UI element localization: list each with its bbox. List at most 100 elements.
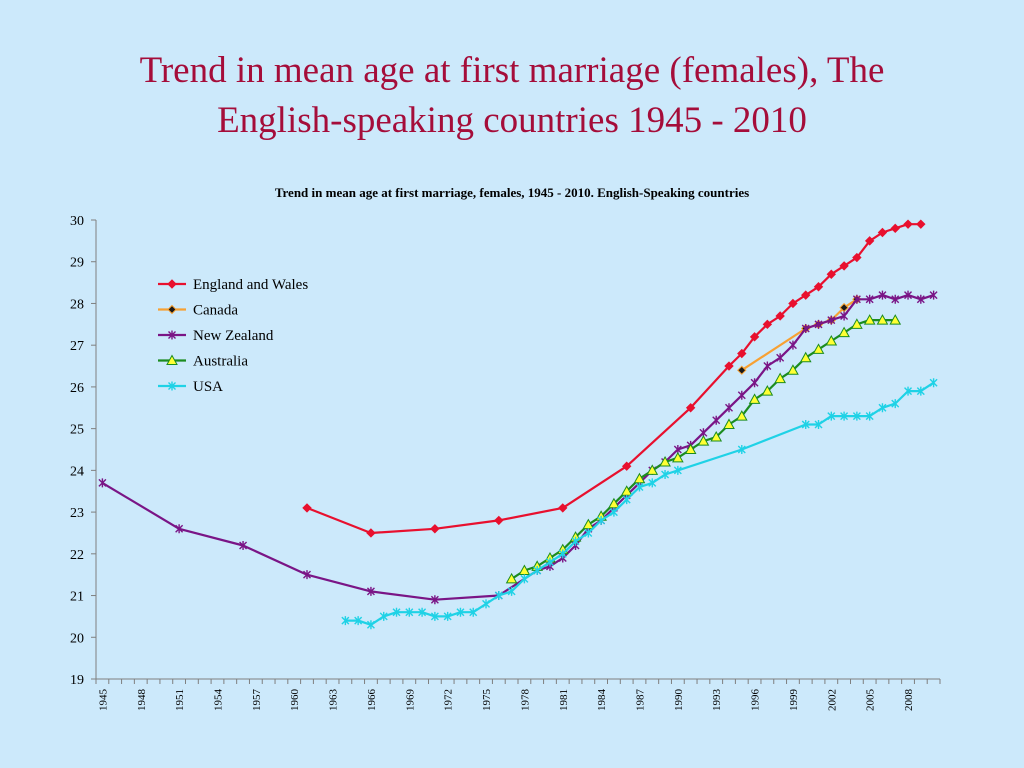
- y-tick-label: 24: [70, 464, 84, 479]
- data-point-new-zealand: [865, 294, 874, 304]
- x-tick-label: 1957: [251, 689, 263, 712]
- data-point-usa: [482, 599, 491, 609]
- data-point-england-and-wales: [302, 503, 312, 513]
- data-point-usa: [609, 507, 618, 517]
- chart-axes: 19 20 21 22 23 24 25 26 27 28 29 30 1945 1948 1951 1954…: [70, 214, 941, 712]
- data-point-new-zealand: [712, 415, 721, 425]
- data-point-usa: [891, 399, 900, 409]
- data-point-usa: [379, 611, 388, 621]
- data-point-new-zealand: [827, 315, 836, 325]
- data-point-new-zealand: [840, 311, 849, 321]
- data-point-new-zealand: [916, 294, 925, 304]
- data-point-australia: [812, 343, 825, 354]
- data-point-usa: [507, 586, 516, 596]
- x-tick-label: 1987: [634, 689, 646, 712]
- data-point-australia: [851, 318, 863, 329]
- chart-title: Trend in mean age at first marriage, fem…: [274, 185, 750, 200]
- data-point-australia: [646, 464, 659, 475]
- legend-marker-new-zealand: [168, 330, 176, 340]
- data-point-england-and-wales: [890, 223, 900, 234]
- legend-marker-england-and-wales: [167, 279, 177, 289]
- data-point-usa: [648, 478, 657, 488]
- legend-item-england-and-wales: England and Wales: [158, 277, 308, 293]
- data-point-england-and-wales: [494, 515, 504, 526]
- data-point-new-zealand: [750, 378, 759, 388]
- data-point-england-and-wales: [762, 319, 773, 330]
- data-point-australia: [774, 372, 787, 384]
- x-tick-label: 1963: [328, 689, 340, 712]
- x-tick-label: 1999: [788, 689, 800, 712]
- data-point-england-and-wales: [813, 282, 824, 292]
- data-point-new-zealand: [801, 323, 810, 333]
- data-point-usa: [456, 607, 465, 617]
- data-point-usa: [469, 607, 478, 617]
- data-point-usa: [852, 411, 861, 421]
- x-tick-label: 1990: [673, 689, 685, 712]
- data-point-england-and-wales: [430, 524, 440, 534]
- data-point-usa: [878, 403, 887, 413]
- data-point-new-zealand: [788, 340, 797, 350]
- data-point-usa: [865, 411, 874, 421]
- y-tick-label: 27: [70, 339, 84, 354]
- data-point-usa: [737, 445, 746, 454]
- y-tick-label: 23: [70, 506, 84, 521]
- data-point-england-and-wales: [877, 227, 888, 238]
- series-line-usa: [345, 381, 935, 626]
- data-point-england-and-wales: [839, 261, 849, 271]
- x-tick-label: 1948: [136, 689, 148, 712]
- y-tick-label: 28: [70, 297, 84, 312]
- data-point-england-and-wales: [775, 311, 785, 321]
- y-tick-label: 22: [70, 548, 84, 563]
- data-point-usa: [661, 470, 670, 480]
- x-tick-label: 2005: [865, 689, 877, 712]
- data-point-usa: [840, 411, 849, 421]
- legend-marker-australia: [166, 354, 178, 365]
- x-tick-label: 1996: [750, 689, 762, 712]
- data-point-england-and-wales: [724, 361, 734, 371]
- data-point-usa: [366, 620, 375, 630]
- data-point-usa: [929, 378, 938, 388]
- data-point-usa: [916, 386, 925, 396]
- data-point-england-and-wales: [864, 236, 875, 246]
- data-point-usa: [814, 419, 823, 429]
- legend-label-canada: Canada: [193, 303, 238, 319]
- data-point-new-zealand: [239, 540, 248, 550]
- x-tick-label: 1975: [481, 689, 493, 712]
- data-point-australia: [863, 314, 876, 325]
- legend-marker-usa: [168, 381, 176, 391]
- x-tick-label: 1966: [366, 689, 378, 712]
- slide-title: Trend in mean age at first marriage (fem…: [40, 46, 984, 146]
- series-england-and-wales: [302, 219, 926, 538]
- data-point-england-and-wales: [621, 461, 632, 471]
- x-tick-label: 1960: [289, 689, 301, 712]
- x-tick-label: 1993: [711, 689, 723, 712]
- data-point-new-zealand: [175, 524, 184, 534]
- data-point-england-and-wales: [737, 348, 747, 359]
- data-point-usa: [622, 495, 631, 505]
- x-tick-label: 1951: [174, 689, 186, 711]
- data-point-new-zealand: [98, 478, 107, 488]
- x-tick-label: 2008: [903, 689, 915, 712]
- data-point-england-and-wales: [916, 219, 926, 229]
- data-point-england-and-wales: [366, 528, 376, 538]
- data-point-new-zealand: [878, 290, 887, 300]
- data-point-usa: [418, 607, 427, 617]
- data-point-australia: [671, 451, 684, 463]
- data-point-usa: [904, 386, 913, 396]
- y-tick-label: 30: [70, 214, 84, 229]
- slide-title-line-2: English-speaking countries 1945 - 2010: [217, 100, 807, 141]
- y-tick-label: 29: [70, 256, 84, 271]
- data-point-new-zealand: [737, 390, 746, 400]
- data-point-new-zealand: [904, 290, 913, 300]
- data-point-usa: [533, 566, 542, 576]
- data-point-new-zealand: [725, 403, 733, 413]
- legend-item-usa: USA: [158, 379, 223, 395]
- data-point-usa: [443, 611, 452, 621]
- legend-item-australia: Australia: [158, 354, 248, 370]
- data-point-england-and-wales: [903, 219, 913, 229]
- data-point-australia: [799, 351, 812, 363]
- data-point-new-zealand: [430, 595, 439, 605]
- data-point-england-and-wales: [749, 332, 760, 342]
- data-point-canada: [737, 365, 747, 375]
- data-point-usa: [405, 607, 414, 617]
